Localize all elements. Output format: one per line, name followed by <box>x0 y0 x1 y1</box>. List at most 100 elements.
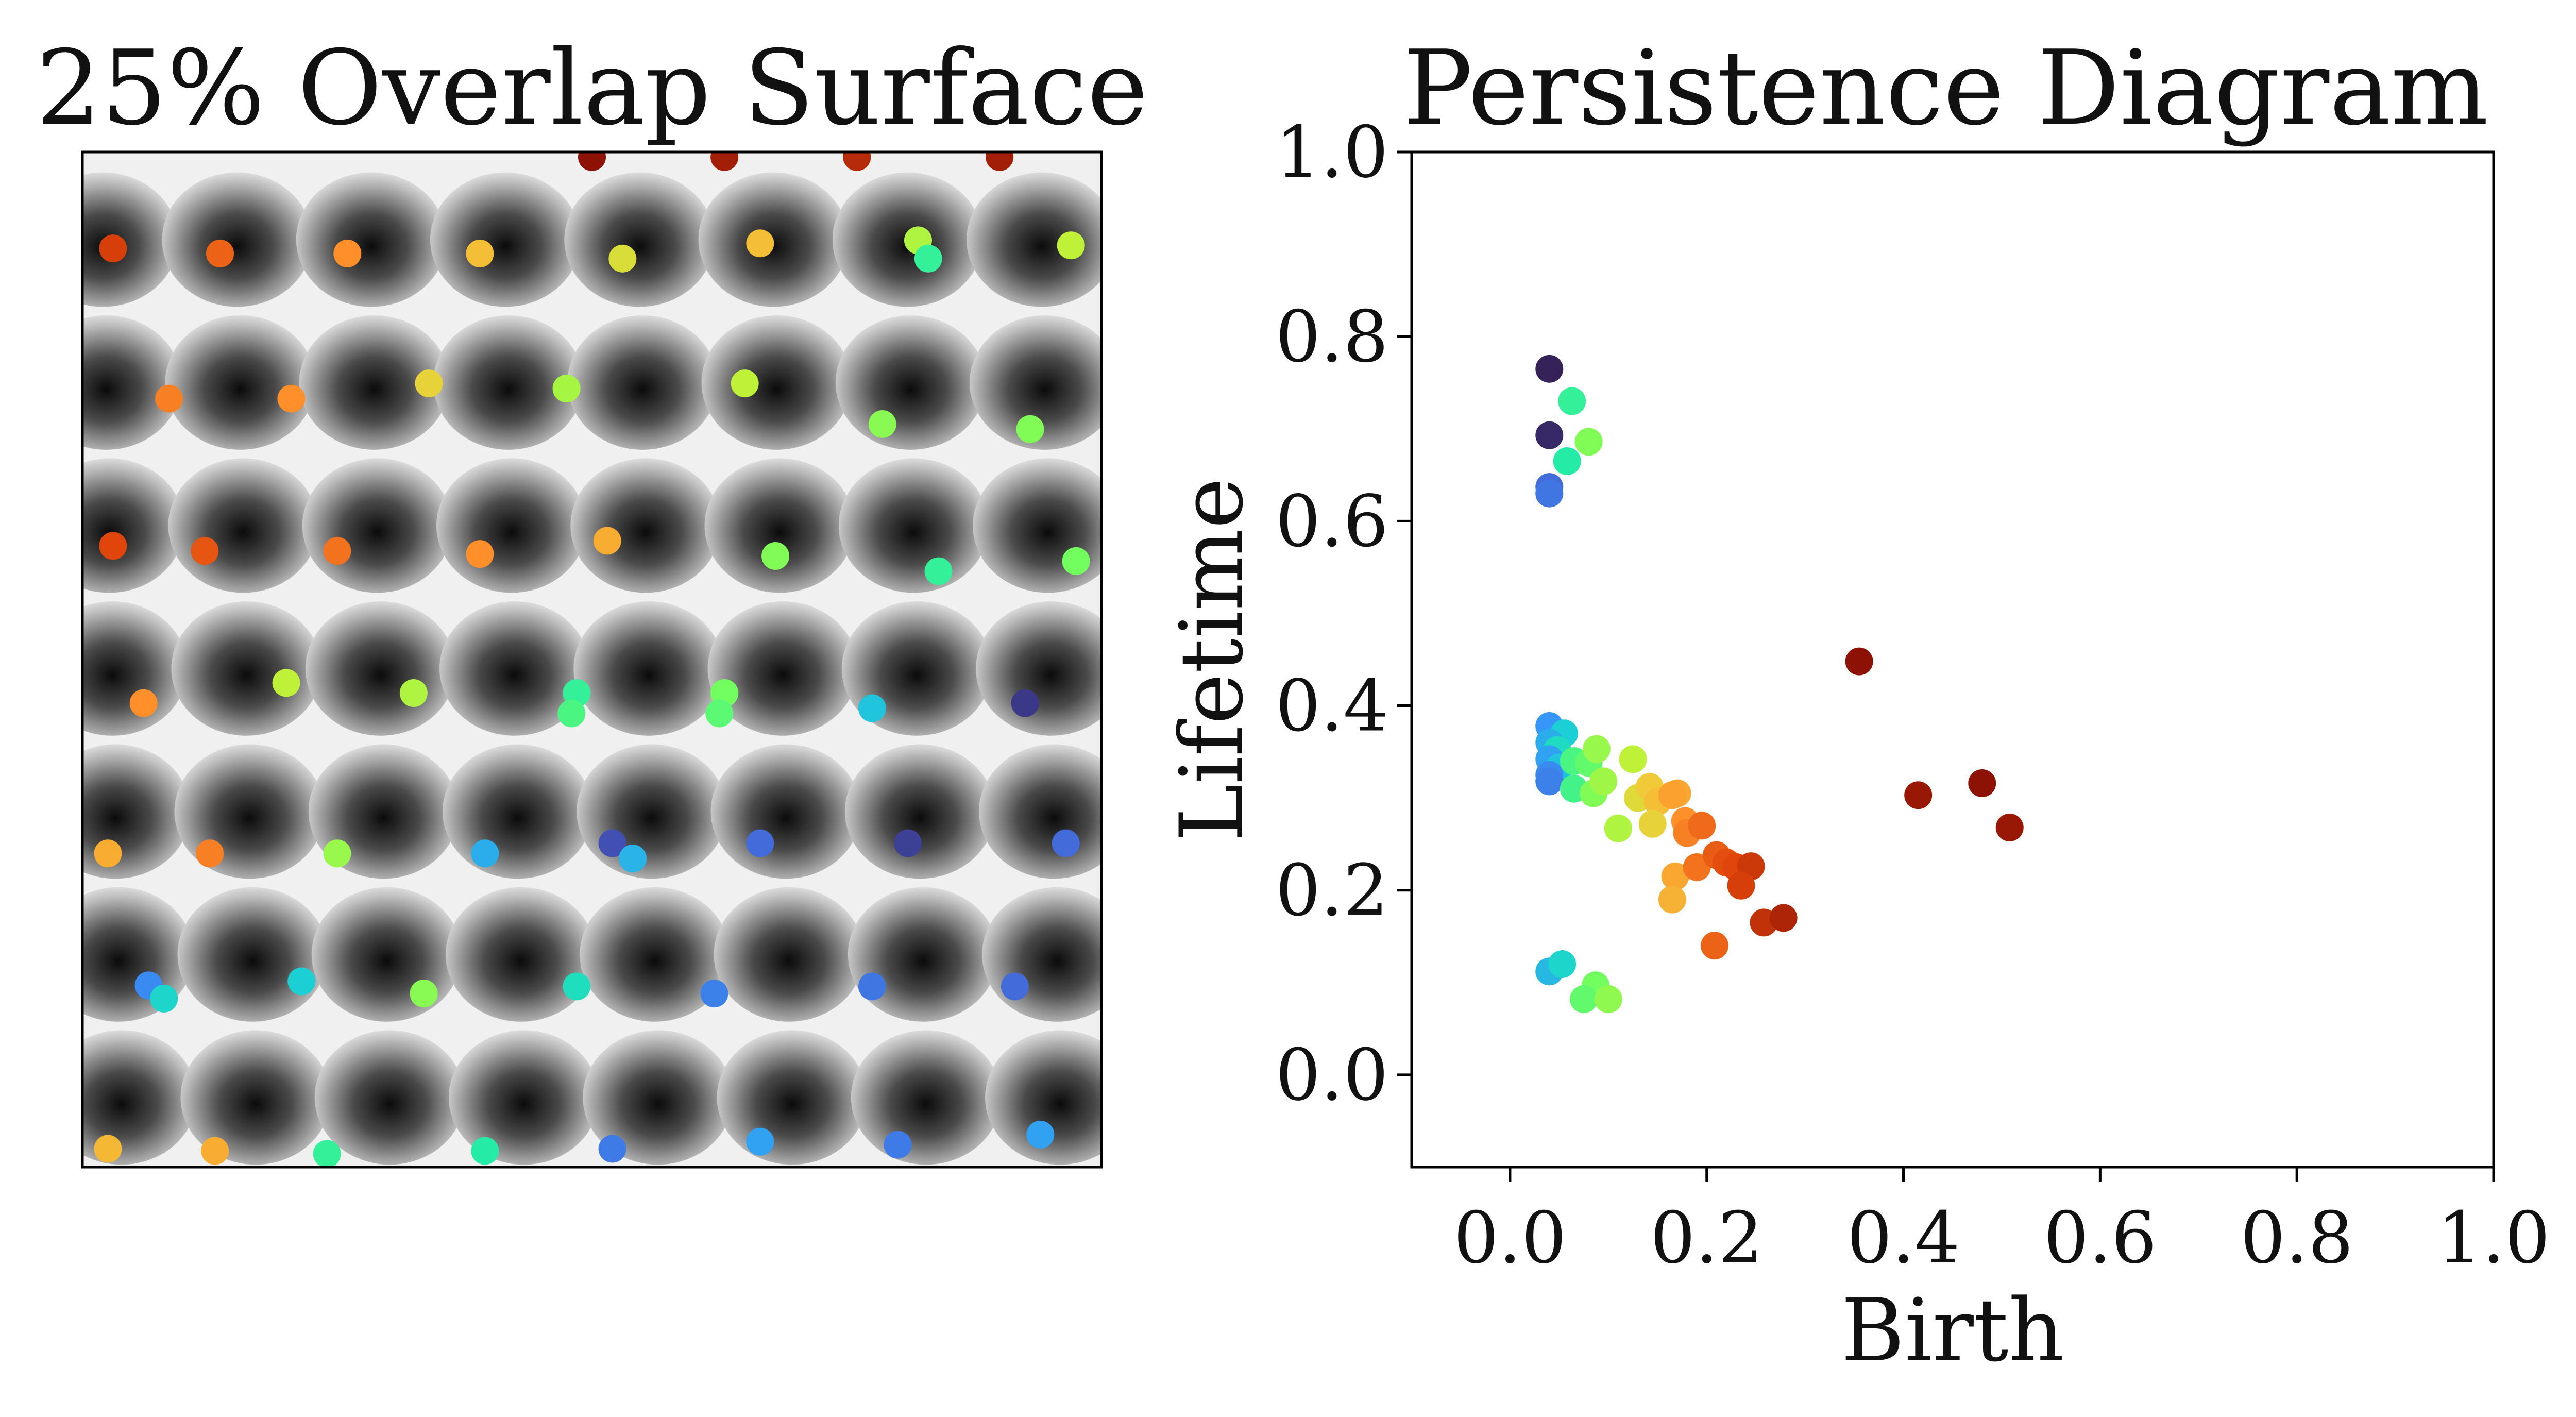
surface-point <box>598 829 626 857</box>
x-axis-label: Birth <box>1841 1280 2064 1381</box>
surface-point <box>1011 689 1039 717</box>
scatter-point <box>1968 769 1996 797</box>
surface-point <box>1016 415 1044 443</box>
scatter-point <box>1535 355 1564 383</box>
surface-point <box>201 1137 229 1165</box>
surface-cell <box>717 1030 868 1165</box>
surface-point <box>94 839 122 868</box>
surface-point <box>323 839 351 868</box>
surface-point <box>746 829 774 857</box>
surface-cell <box>82 601 188 736</box>
scatter-point <box>1535 421 1564 449</box>
scatter-point <box>1658 781 1686 809</box>
scatter-point <box>1582 735 1611 763</box>
surface-cell <box>311 887 462 1022</box>
x-tick-label: 0.8 <box>2240 1196 2353 1279</box>
surface-point <box>399 679 428 707</box>
scatter-point <box>1995 813 2024 841</box>
y-tick-label: 0.4 <box>1276 665 1388 748</box>
surface-cell <box>82 172 178 307</box>
surface-point <box>843 152 871 171</box>
surface-cell <box>988 1173 1138 1308</box>
scatter-point <box>1638 809 1667 838</box>
scatter-point <box>1553 447 1581 475</box>
surface-point <box>700 980 728 1008</box>
surface-cell <box>184 1173 334 1308</box>
scatter-points <box>1535 355 2024 1014</box>
surface-point <box>94 1135 122 1163</box>
surface-point <box>272 669 300 697</box>
surface-point <box>471 839 499 868</box>
persistence-title: Persistence Diagram <box>1403 28 2488 148</box>
surface-point <box>206 240 234 267</box>
y-tick-label: 1.0 <box>1276 111 1388 194</box>
surface-cell <box>452 1173 602 1308</box>
x-tick-label: 1.0 <box>2437 1196 2550 1279</box>
surface-point <box>746 229 774 258</box>
surface-point <box>415 369 443 398</box>
surface-point <box>323 537 351 565</box>
persistence-panel: Persistence Diagram 0.0 0.2 0.4 0.6 0.8 1.0 0… <box>1161 28 2550 1381</box>
surface-cell <box>162 172 313 307</box>
surface-cell <box>564 172 715 307</box>
surface-point <box>313 1140 341 1167</box>
surface-point <box>191 537 219 565</box>
surface-cell <box>180 1030 331 1165</box>
surface-cell <box>844 744 995 879</box>
y-ticks: 0.0 0.2 0.4 0.6 0.8 1.0 <box>1276 111 1412 1117</box>
surface-point <box>466 240 494 267</box>
surface-point <box>155 384 183 413</box>
surface-point <box>1001 972 1029 1001</box>
surface-cell <box>82 315 181 450</box>
surface-point <box>1062 547 1090 575</box>
surface-cell <box>854 1173 1004 1308</box>
surface-point <box>731 369 759 398</box>
surface-point <box>410 980 438 1008</box>
surface-point <box>593 527 621 555</box>
surface-title: 25% Overlap Surface <box>36 28 1148 148</box>
surface-cell <box>704 458 855 593</box>
surface-point <box>99 532 127 560</box>
y-tick-label: 0.0 <box>1276 1034 1388 1117</box>
surface-points <box>94 152 1090 1167</box>
scatter-point <box>1558 387 1586 415</box>
surface-cell <box>586 1173 736 1308</box>
surface-cell <box>82 1030 197 1165</box>
scatter-point <box>1845 647 1873 676</box>
surface-point <box>598 1135 626 1163</box>
surface-cell <box>985 1030 1101 1165</box>
surface-cell <box>443 744 593 879</box>
surface-cell <box>168 458 319 593</box>
scatter-point <box>1604 814 1632 842</box>
scatter-point <box>1589 767 1618 796</box>
surface-point <box>557 699 586 728</box>
surface-cell <box>314 1030 465 1165</box>
surface-frame <box>81 150 1103 1169</box>
scatter-point <box>1701 932 1728 960</box>
surface-point <box>868 410 896 438</box>
x-tick-label: 0.0 <box>1453 1196 1566 1279</box>
surface-point <box>471 1137 499 1165</box>
surface-point <box>552 375 581 403</box>
surface-cell <box>851 1030 1002 1165</box>
surface-point <box>129 689 158 717</box>
surface-point <box>1026 1120 1055 1149</box>
surface-point <box>1052 829 1080 857</box>
scatter-point <box>1619 745 1647 773</box>
surface-panel: 25% Overlap Surface <box>36 28 1148 1308</box>
surface-cell <box>82 458 184 593</box>
surface-cell <box>570 458 721 593</box>
surface-point <box>761 542 790 570</box>
surface-cell <box>710 744 861 879</box>
surface-cell <box>979 744 1101 879</box>
surface-point <box>333 240 362 267</box>
surface-cell <box>430 172 581 307</box>
scatter-point <box>1574 428 1603 456</box>
surface-cell <box>433 315 584 450</box>
surface-point <box>99 234 127 263</box>
y-tick-label: 0.8 <box>1276 295 1388 378</box>
surface-point <box>277 384 306 413</box>
scatter-point <box>1535 767 1564 796</box>
scatter-point <box>1769 904 1798 932</box>
surface-cell <box>318 1173 468 1308</box>
